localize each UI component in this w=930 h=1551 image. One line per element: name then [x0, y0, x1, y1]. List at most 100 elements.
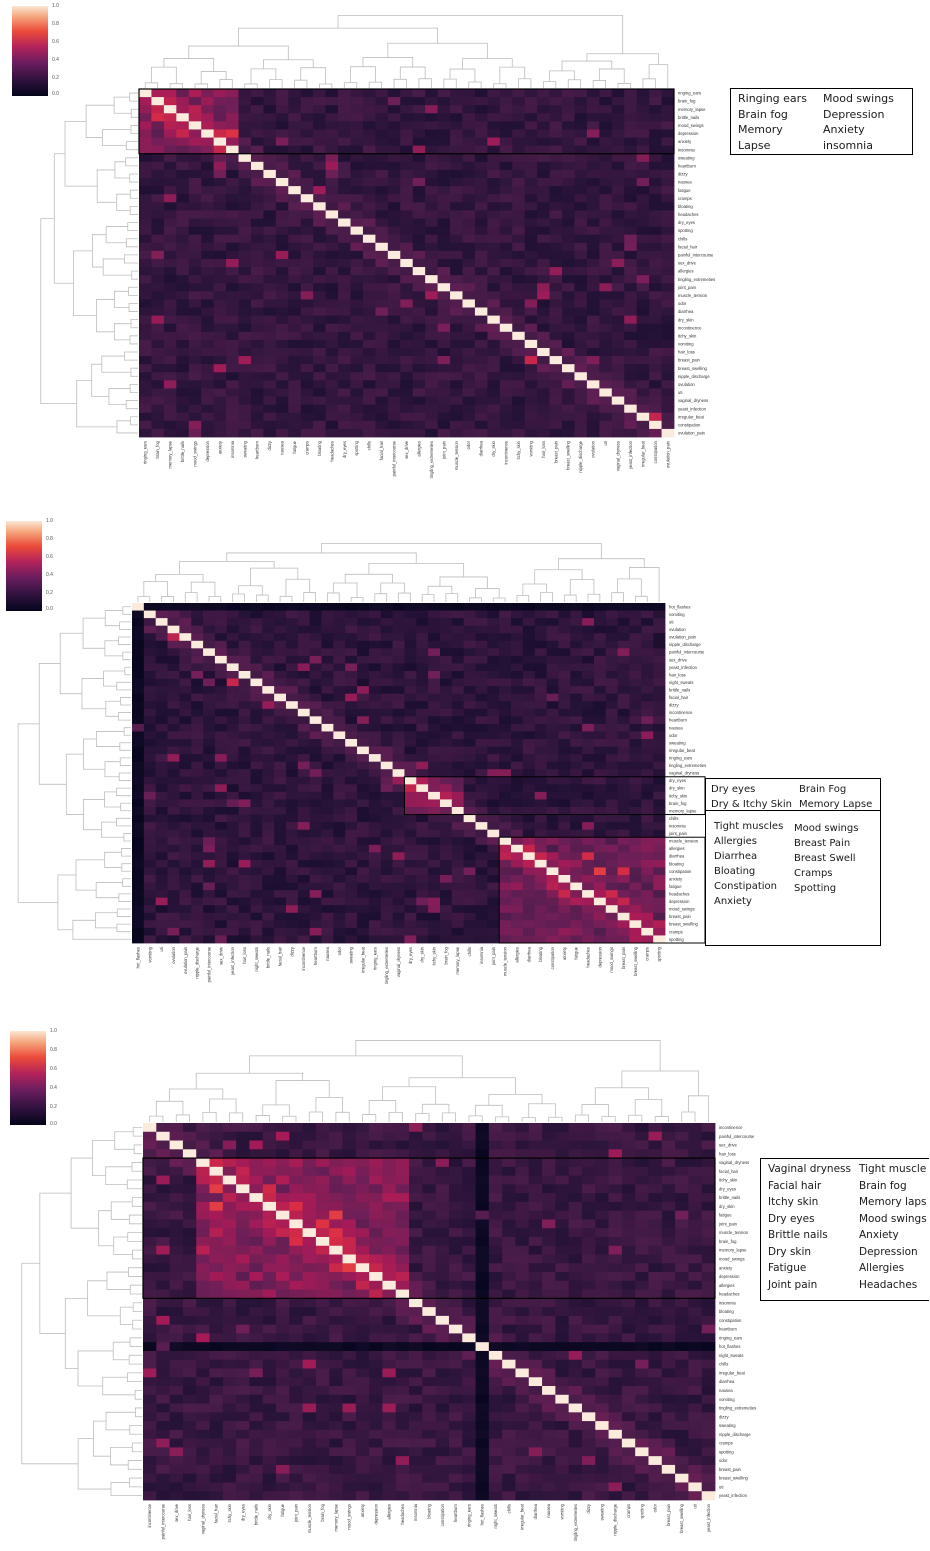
- heatmap-cell: [350, 121, 364, 130]
- heatmap-cell: [201, 331, 215, 341]
- heatmap-cell: [213, 404, 227, 414]
- dendrogram-link: [114, 161, 130, 179]
- heatmap-cell: [226, 610, 239, 619]
- heatmap-cell: [274, 693, 287, 702]
- heatmap-cell: [512, 315, 526, 325]
- dendrogram-link: [144, 82, 159, 88]
- heatmap-cell: [605, 927, 619, 936]
- heatmap-cell: [636, 129, 650, 138]
- row-label: uti: [669, 619, 673, 624]
- heatmap-cell: [151, 364, 165, 373]
- heatmap-cell: [139, 234, 152, 244]
- heatmap-cell: [450, 169, 463, 179]
- dendrogram-link: [499, 66, 526, 84]
- heatmap-cell: [203, 603, 216, 611]
- dendrogram-link: [129, 335, 138, 345]
- heatmap-cell: [369, 1210, 383, 1220]
- colorbar-tick: 1.0: [46, 518, 53, 524]
- heatmap-cell: [549, 323, 563, 333]
- heatmap-cell: [416, 905, 429, 914]
- heatmap-cell: [188, 226, 202, 236]
- heatmap-cell: [515, 1175, 530, 1185]
- heatmap-cell: [570, 648, 583, 657]
- heatmap-cell: [624, 331, 638, 341]
- column-label: fatigue: [574, 946, 579, 959]
- heatmap-cell: [515, 1140, 530, 1150]
- heatmap-cell: [357, 686, 370, 695]
- heatmap-cell: [132, 829, 145, 838]
- heatmap-cell: [249, 1140, 264, 1150]
- heatmap-cell: [629, 723, 642, 732]
- heatmap-cell: [213, 113, 227, 122]
- heatmap-cell: [534, 671, 547, 679]
- heatmap-cell: [611, 178, 625, 187]
- heatmap-cell: [276, 1210, 290, 1220]
- heatmap-cell: [425, 315, 438, 325]
- heatmap-cell: [512, 396, 526, 406]
- heatmap-cell: [537, 412, 550, 422]
- column-label: diarrhea: [479, 440, 484, 456]
- heatmap-cell: [188, 258, 202, 268]
- heatmap-cell: [404, 875, 417, 883]
- heatmap-cell: [586, 121, 600, 130]
- heatmap-cell: [487, 250, 501, 260]
- dendrogram-link: [116, 817, 131, 827]
- heatmap-cell: [400, 89, 414, 98]
- heatmap-cell: [355, 1123, 370, 1133]
- heatmap-cell: [368, 837, 382, 846]
- heatmap-cell: [581, 1219, 596, 1229]
- heatmap-cell: [574, 169, 588, 179]
- heatmap-cell: [392, 859, 405, 868]
- heatmap-cell: [182, 1131, 197, 1141]
- heatmap-cell: [338, 113, 351, 122]
- heatmap-cell: [404, 935, 417, 944]
- heatmap-cell: [167, 603, 180, 611]
- heatmap-cell: [487, 791, 500, 800]
- row-label: incontinence: [678, 325, 702, 330]
- heatmap-cell: [502, 1219, 516, 1229]
- heatmap-cell: [368, 708, 382, 717]
- heatmap-cell: [574, 194, 588, 203]
- heatmap-cell: [582, 769, 595, 778]
- heatmap-cell: [404, 769, 417, 778]
- heatmap-cell: [534, 701, 547, 710]
- heatmap-cell: [236, 1149, 250, 1159]
- heatmap-cell: [558, 935, 571, 944]
- heatmap-cell: [274, 837, 287, 846]
- heatmap-cell: [404, 814, 417, 823]
- dendrogram-link: [303, 592, 316, 602]
- heatmap-cell: [143, 837, 157, 846]
- heatmap-cell: [342, 1263, 357, 1273]
- heatmap-cell: [329, 1254, 343, 1264]
- heatmap-cell: [661, 1245, 676, 1255]
- heatmap-cell: [392, 618, 405, 627]
- heatmap-cell: [297, 935, 311, 944]
- heatmap-cell: [462, 137, 476, 147]
- heatmap-cell: [524, 113, 538, 122]
- dendrogram-link: [418, 78, 432, 88]
- heatmap-cell: [574, 299, 588, 308]
- heatmap-cell: [250, 912, 263, 921]
- heatmap-cell: [611, 250, 625, 260]
- heatmap-cell: [617, 814, 630, 823]
- heatmap-cell: [593, 603, 607, 611]
- heatmap-cell: [475, 633, 488, 642]
- heatmap-cell: [357, 784, 370, 793]
- heatmap-cell: [649, 121, 662, 130]
- heatmap-cell: [163, 105, 177, 114]
- heatmap-cell: [297, 731, 311, 740]
- heatmap-cell: [274, 640, 287, 649]
- annotation-label: Lapse: [738, 138, 771, 152]
- heatmap-cell: [321, 897, 334, 906]
- heatmap-cell: [313, 194, 327, 203]
- heatmap-cell: [250, 388, 264, 397]
- heatmap-cell: [412, 396, 426, 406]
- heatmap-cell: [275, 234, 289, 244]
- heatmap-cell: [568, 1184, 583, 1194]
- heatmap-cell: [380, 912, 393, 921]
- heatmap-cell: [226, 739, 239, 747]
- heatmap-cell: [139, 404, 152, 414]
- heatmap-cell: [425, 153, 438, 163]
- heatmap-cell: [608, 1149, 623, 1159]
- heatmap-cell: [450, 178, 463, 187]
